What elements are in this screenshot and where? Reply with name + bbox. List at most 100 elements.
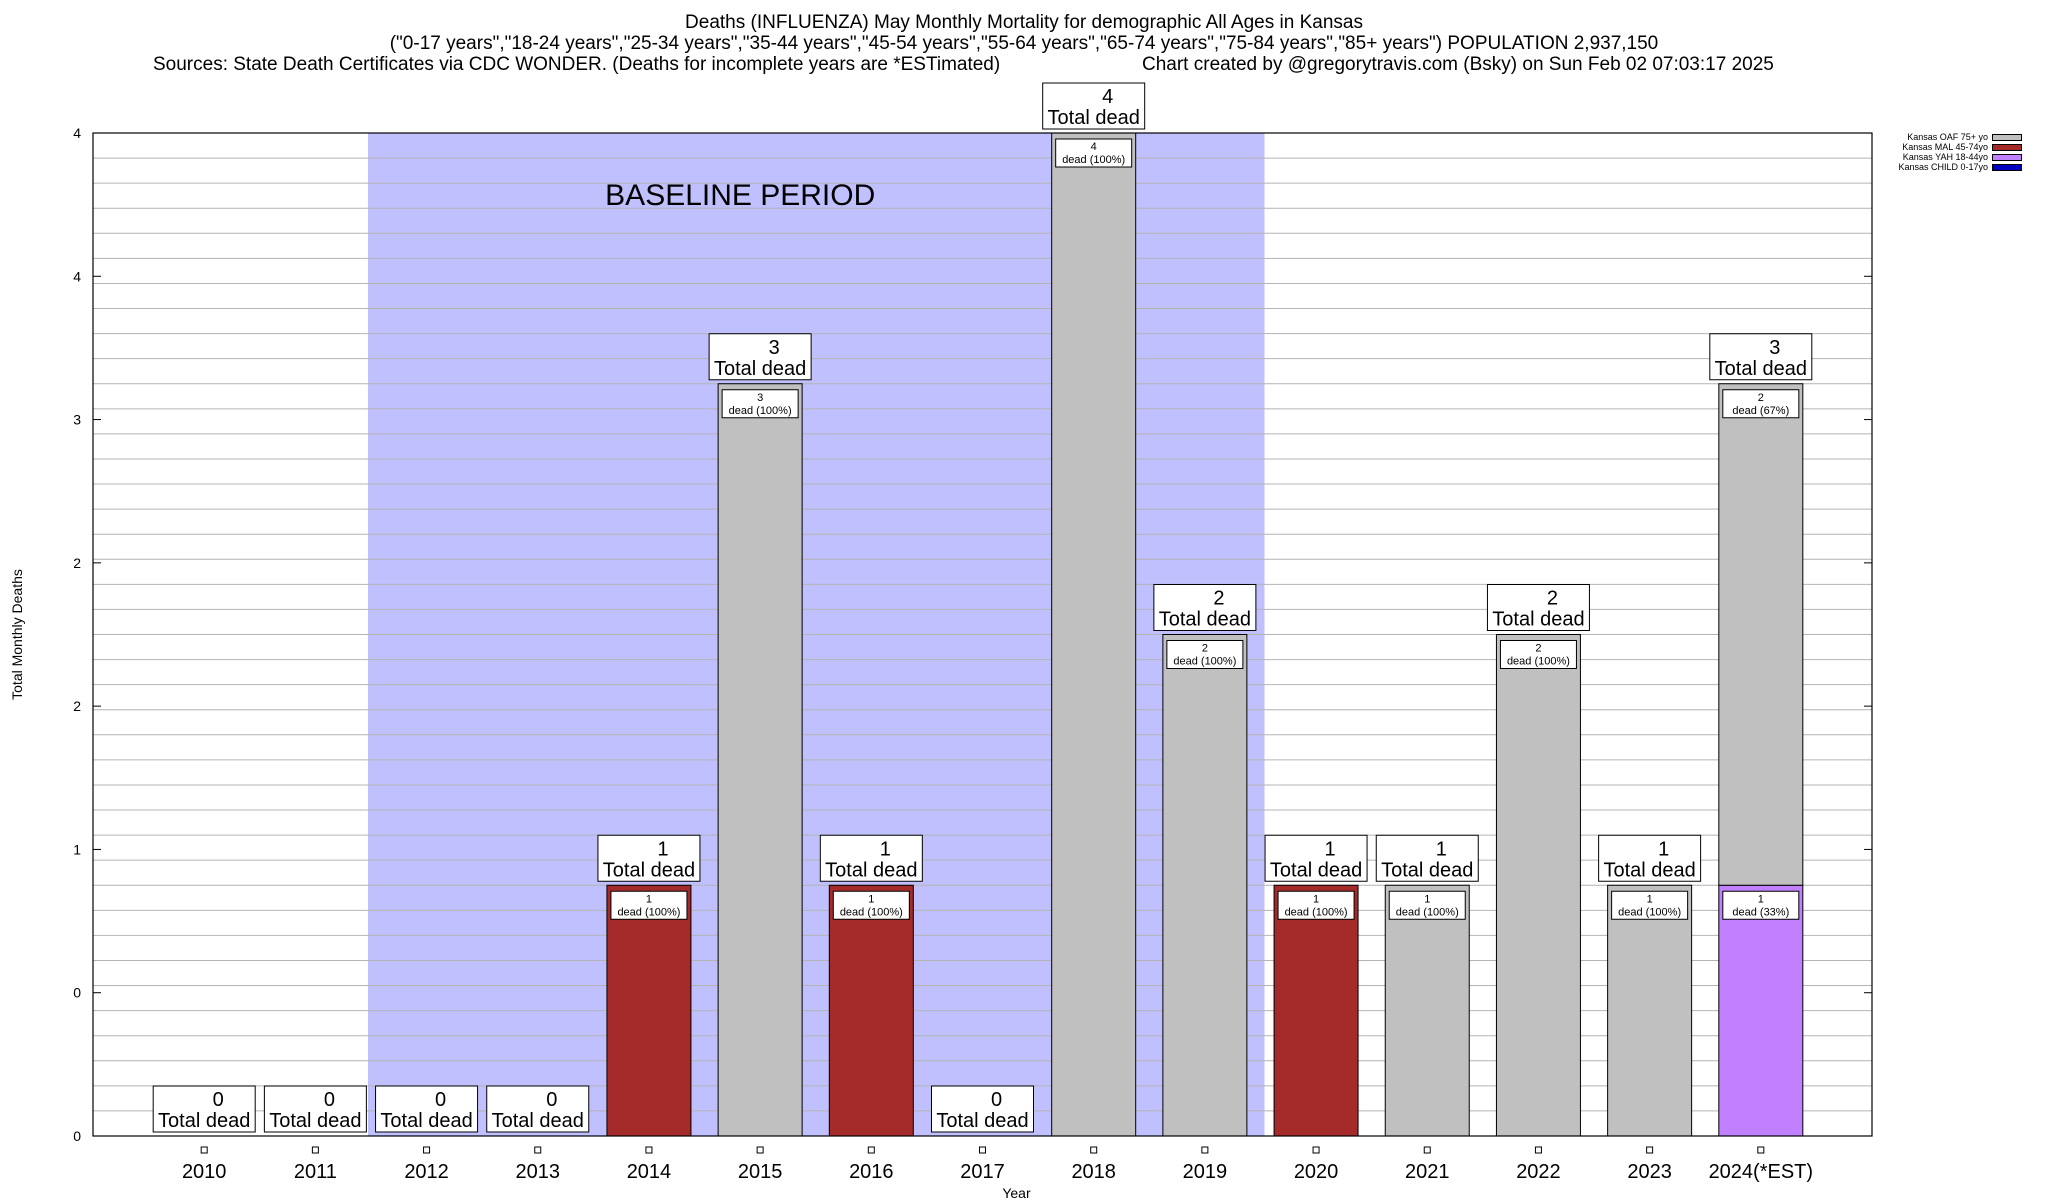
total-label-box — [931, 1085, 1034, 1133]
segment-label-box — [1166, 640, 1244, 669]
segment-label-box — [1722, 890, 1800, 920]
total-label-text: Total dead — [1270, 859, 1362, 881]
bar-segment — [717, 383, 803, 1137]
total-label-count: 1 — [1658, 838, 1669, 860]
legend-swatch — [1992, 133, 2022, 141]
x-tick-marker — [1423, 1146, 1431, 1154]
x-tick-label: 2014 — [627, 1161, 672, 1183]
total-label-box — [1375, 834, 1479, 882]
bar-segment — [1718, 383, 1804, 886]
legend-label: Kansas YAH 18-44yo — [1902, 152, 1988, 162]
segment-label-text: dead (100%) — [729, 405, 792, 417]
x-tick-label: 2013 — [516, 1161, 561, 1183]
x-tick-marker — [1201, 1146, 1209, 1154]
x-tick-marker — [1534, 1146, 1542, 1154]
legend-swatch — [1992, 143, 2022, 151]
segment-label-count: 1 — [1424, 893, 1430, 905]
total-label-box — [1709, 333, 1813, 381]
legend-item: Kansas MAL 45-74yo — [1822, 142, 2022, 152]
bar-segment — [1718, 884, 1804, 1137]
total-label-text: Total dead — [1381, 859, 1473, 881]
legend-item: Kansas YAH 18-44yo — [1822, 152, 2022, 162]
total-label-text: Total dead — [1603, 859, 1695, 881]
x-tick-marker — [1757, 1146, 1765, 1154]
total-label-count: 0 — [546, 1089, 557, 1111]
bar-segment — [828, 884, 914, 1137]
x-tick-marker — [756, 1146, 764, 1154]
chart-subtitle: ("0-17 years","18-24 years","25-34 years… — [389, 33, 1659, 54]
total-label-count: 3 — [769, 337, 780, 359]
total-label-box — [263, 1085, 367, 1133]
segment-label-count: 4 — [1091, 141, 1097, 153]
total-label-box — [597, 834, 701, 882]
plot-frame — [92, 132, 1873, 1137]
y-tick-label: 1 — [73, 841, 81, 857]
segment-label-box — [1499, 640, 1577, 669]
segment-label-count: 2 — [1202, 643, 1208, 655]
total-label-text: Total dead — [380, 1110, 472, 1132]
x-axis-title: Year — [1002, 1185, 1031, 1200]
x-tick-marker — [645, 1146, 653, 1154]
y-tick-label: 3 — [73, 412, 81, 428]
total-label-box — [1153, 584, 1257, 631]
x-tick-marker — [979, 1146, 986, 1154]
total-label-count: 0 — [991, 1089, 1002, 1111]
y-axis-title: Total Monthly Deaths — [9, 569, 25, 700]
segment-label-count: 1 — [1647, 893, 1653, 905]
total-label-text: Total dead — [492, 1110, 584, 1132]
x-tick-label: 2018 — [1071, 1161, 1116, 1183]
x-tick-label: 2010 — [182, 1161, 227, 1183]
total-label-text: Total dead — [603, 859, 695, 881]
legend-label: Kansas OAF 75+ yo — [1907, 132, 1988, 142]
segment-label-count: 1 — [646, 893, 652, 905]
segment-label-text: dead (33%) — [1732, 906, 1789, 918]
total-label-count: 0 — [324, 1089, 335, 1111]
total-label-count: 4 — [1102, 86, 1113, 108]
segment-label-text: dead (100%) — [840, 906, 903, 918]
total-label-text: Total dead — [269, 1110, 361, 1132]
x-tick-marker — [423, 1146, 431, 1154]
total-label-box — [152, 1085, 256, 1133]
x-tick-label: 2024(*EST) — [1709, 1161, 1814, 1183]
segment-label-box — [721, 389, 799, 419]
legend-label: Kansas MAL 45-74yo — [1902, 142, 1988, 152]
segment-label-text: dead (100%) — [1173, 656, 1236, 668]
segment-label-count: 2 — [1535, 643, 1541, 655]
total-label-box — [819, 834, 923, 882]
total-label-box — [1598, 834, 1702, 882]
segment-label-text: dead (100%) — [1618, 906, 1681, 918]
x-tick-marker — [311, 1146, 319, 1154]
x-tick-marker — [534, 1146, 542, 1154]
segment-label-text: dead (67%) — [1732, 405, 1789, 417]
baseline-period-label: BASELINE PERIOD — [605, 179, 875, 212]
chart-title-block: Deaths (INFLUENZA) May Monthly Mortality… — [0, 12, 2048, 54]
bar-segment — [606, 884, 692, 1137]
total-label-text: Total dead — [825, 859, 917, 881]
segment-label-box — [1611, 890, 1689, 920]
y-tick-label: 0 — [73, 985, 81, 1001]
total-label-text: Total dead — [936, 1110, 1028, 1132]
x-tick-label: 2022 — [1516, 1161, 1561, 1183]
total-label-box — [486, 1085, 590, 1133]
segment-label-count: 1 — [1758, 893, 1764, 905]
segment-label-box — [1055, 138, 1133, 168]
y-tick-label: 2 — [73, 555, 81, 571]
bar-segment — [1273, 884, 1359, 1137]
total-label-count: 1 — [880, 838, 891, 860]
bar-segment — [1051, 132, 1137, 1137]
total-label-count: 1 — [657, 838, 668, 860]
segment-label-count: 3 — [757, 392, 763, 404]
x-tick-label: 2020 — [1294, 1161, 1339, 1183]
legend-label: Kansas CHILD 0-17yo — [1898, 162, 1988, 172]
total-label-count: 0 — [213, 1089, 224, 1111]
legend-item: Kansas OAF 75+ yo — [1822, 132, 2022, 142]
segment-label-count: 1 — [868, 893, 874, 905]
total-label-count: 2 — [1547, 588, 1558, 610]
x-tick-label: 2012 — [404, 1161, 449, 1183]
y-tick-label: 4 — [73, 268, 81, 284]
segment-label-box — [1277, 890, 1355, 920]
segment-label-box — [832, 890, 910, 920]
segment-label-count: 1 — [1313, 893, 1319, 905]
x-tick-label: 2019 — [1183, 1161, 1228, 1183]
segment-label-box — [1722, 389, 1800, 419]
